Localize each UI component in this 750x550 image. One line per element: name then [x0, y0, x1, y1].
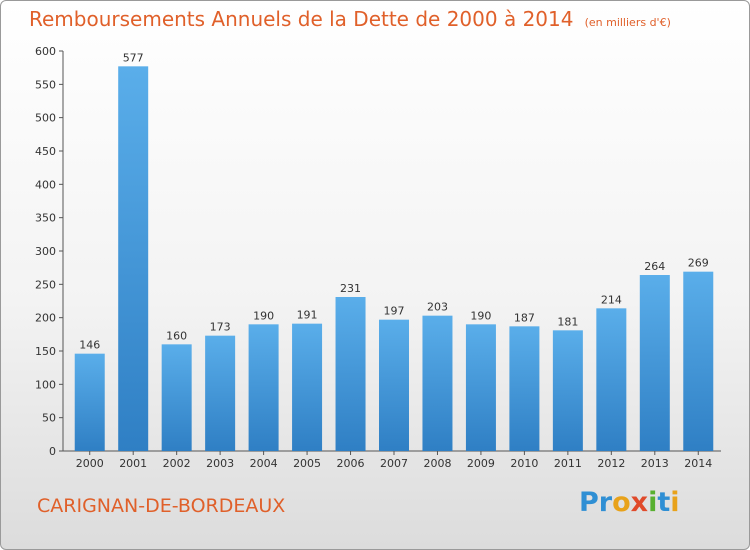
value-label: 181	[557, 315, 578, 328]
value-label: 160	[166, 329, 187, 342]
bar-2014	[683, 271, 714, 451]
y-tick-label: 50	[42, 412, 56, 425]
bar-2009	[465, 324, 496, 451]
x-tick-label: 2002	[163, 457, 191, 470]
y-tick-label: 400	[35, 178, 56, 191]
value-label: 190	[253, 309, 274, 322]
y-tick-label: 550	[35, 78, 56, 91]
title-line: Remboursements Annuels de la Dette de 20…	[29, 7, 671, 31]
proxiti-logo: Proxiti	[579, 487, 680, 518]
value-label: 197	[384, 305, 405, 318]
y-tick-label: 300	[35, 245, 56, 258]
y-tick-label: 250	[35, 278, 56, 291]
x-tick-label: 2004	[250, 457, 278, 470]
x-tick-label: 2001	[119, 457, 147, 470]
chart-subtitle: (en milliers d'€)	[584, 16, 671, 29]
bar-2011	[552, 330, 583, 451]
logo-part: Pr	[579, 487, 613, 518]
x-tick-label: 2007	[380, 457, 408, 470]
x-tick-label: 2005	[293, 457, 321, 470]
y-tick-label: 350	[35, 212, 56, 225]
bar-2012	[596, 308, 627, 451]
value-label: 269	[688, 257, 709, 270]
x-tick-label: 2009	[467, 457, 495, 470]
value-label: 264	[644, 260, 665, 273]
x-tick-label: 2008	[423, 457, 451, 470]
value-label: 191	[297, 309, 318, 322]
bars-group	[74, 66, 714, 451]
x-tick-label: 2011	[554, 457, 582, 470]
y-tick-label: 450	[35, 145, 56, 158]
x-tick-label: 2003	[206, 457, 234, 470]
value-label: 214	[601, 293, 622, 306]
bar-2008	[422, 315, 453, 451]
y-tick-label: 500	[35, 112, 56, 125]
bar-2001	[118, 66, 149, 451]
bar-2003	[205, 335, 236, 451]
bar-2013	[639, 275, 670, 451]
y-tick-label: 200	[35, 312, 56, 325]
value-label: 577	[123, 51, 144, 64]
value-label: 173	[210, 321, 231, 334]
x-tick-label: 2006	[337, 457, 365, 470]
y-tick-label: 150	[35, 345, 56, 358]
logo-part: i	[648, 487, 658, 518]
bar-2000	[74, 353, 105, 451]
bar-2010	[509, 326, 540, 451]
y-tick-label: 100	[35, 378, 56, 391]
x-tick-label: 2014	[684, 457, 712, 470]
logo-part: t	[657, 487, 671, 518]
logo-part: x	[630, 487, 649, 518]
value-label: 190	[470, 309, 491, 322]
bar-2002	[161, 344, 192, 451]
x-tick-label: 2000	[76, 457, 104, 470]
logo-part: i	[670, 487, 680, 518]
bar-2007	[379, 319, 409, 451]
x-tick-label: 2012	[597, 457, 625, 470]
value-label: 146	[79, 339, 100, 352]
axes: 0 50 100 150 200 250 300 350 400 450 500 550 600 2000…	[35, 45, 721, 470]
city-name: CARIGNAN-DE-BORDEAUX	[37, 495, 286, 517]
bar-2005	[292, 323, 323, 451]
value-label: 203	[427, 301, 448, 314]
y-tick-label: 600	[35, 45, 56, 58]
x-tick-label: 2010	[510, 457, 538, 470]
bar-2006	[335, 297, 366, 451]
x-tick-label: 2013	[641, 457, 669, 470]
y-tick-label: 0	[49, 445, 56, 458]
value-label: 187	[514, 311, 535, 324]
value-labels-group: 146 577 160 173 190 191 231 197 203 190 187 181 214 2…	[79, 51, 709, 351]
value-label: 231	[340, 282, 361, 295]
bar-2004	[248, 324, 279, 451]
logo-part: o	[612, 487, 631, 518]
chart-title: Remboursements Annuels de la Dette de 20…	[29, 7, 574, 31]
